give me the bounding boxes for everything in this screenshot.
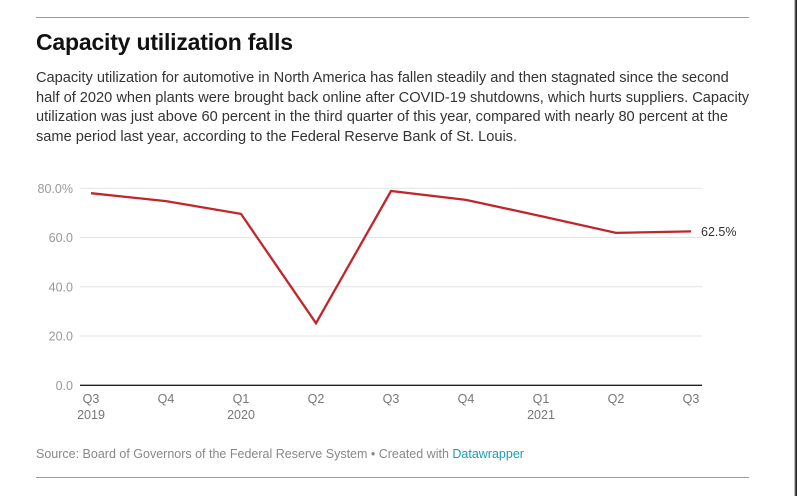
y-axis-labels: 0.0 20.0 40.0 60.0 80.0% bbox=[38, 182, 73, 393]
x-axis-labels: Q3 2019 Q4 Q1 2020 Q2 Q3 Q4 Q1 2021 Q2 Q3 bbox=[77, 392, 699, 422]
window-edge bbox=[794, 0, 797, 496]
line-chart: 0.0 20.0 40.0 60.0 80.0% Q3 2019 Q4 Q1 2020 Q2 Q3 Q… bbox=[0, 170, 797, 430]
bottom-rule bbox=[36, 477, 749, 478]
x-tick-year-label: 2021 bbox=[527, 408, 555, 422]
y-tick-label: 0.0 bbox=[56, 379, 73, 393]
gridlines bbox=[80, 187, 702, 386]
chart-description: Capacity utilization for automotive in N… bbox=[36, 70, 750, 145]
x-tick-label: Q1 bbox=[233, 392, 250, 406]
top-rule bbox=[36, 17, 749, 18]
end-label-group: 62.5% bbox=[701, 225, 736, 239]
x-tick-label: Q3 bbox=[83, 392, 100, 406]
series-line-group bbox=[90, 189, 692, 326]
x-tick-label: Q3 bbox=[383, 392, 400, 406]
datawrapper-link[interactable]: Datawrapper bbox=[452, 447, 524, 461]
chart-title: Capacity utilization falls bbox=[36, 29, 293, 55]
x-tick-label: Q2 bbox=[608, 392, 625, 406]
x-tick-label: Q4 bbox=[458, 392, 475, 406]
x-tick-label: Q4 bbox=[158, 392, 175, 406]
y-tick-label: 20.0 bbox=[49, 330, 73, 344]
source-text: Source: Board of Governors of the Federa… bbox=[36, 447, 453, 461]
x-tick-label: Q2 bbox=[308, 392, 325, 406]
source-note: Source: Board of Governors of the Federa… bbox=[36, 447, 524, 461]
y-tick-label: 40.0 bbox=[49, 280, 73, 294]
x-tick-label: Q3 bbox=[683, 392, 700, 406]
series-line bbox=[90, 189, 692, 326]
x-tick-label: Q1 bbox=[533, 392, 550, 406]
y-tick-label: 80.0% bbox=[38, 182, 73, 196]
x-tick-year-label: 2020 bbox=[227, 408, 255, 422]
y-tick-label: 60.0 bbox=[49, 231, 73, 245]
x-tick-year-label: 2019 bbox=[77, 408, 105, 422]
end-value-label: 62.5% bbox=[701, 225, 736, 239]
